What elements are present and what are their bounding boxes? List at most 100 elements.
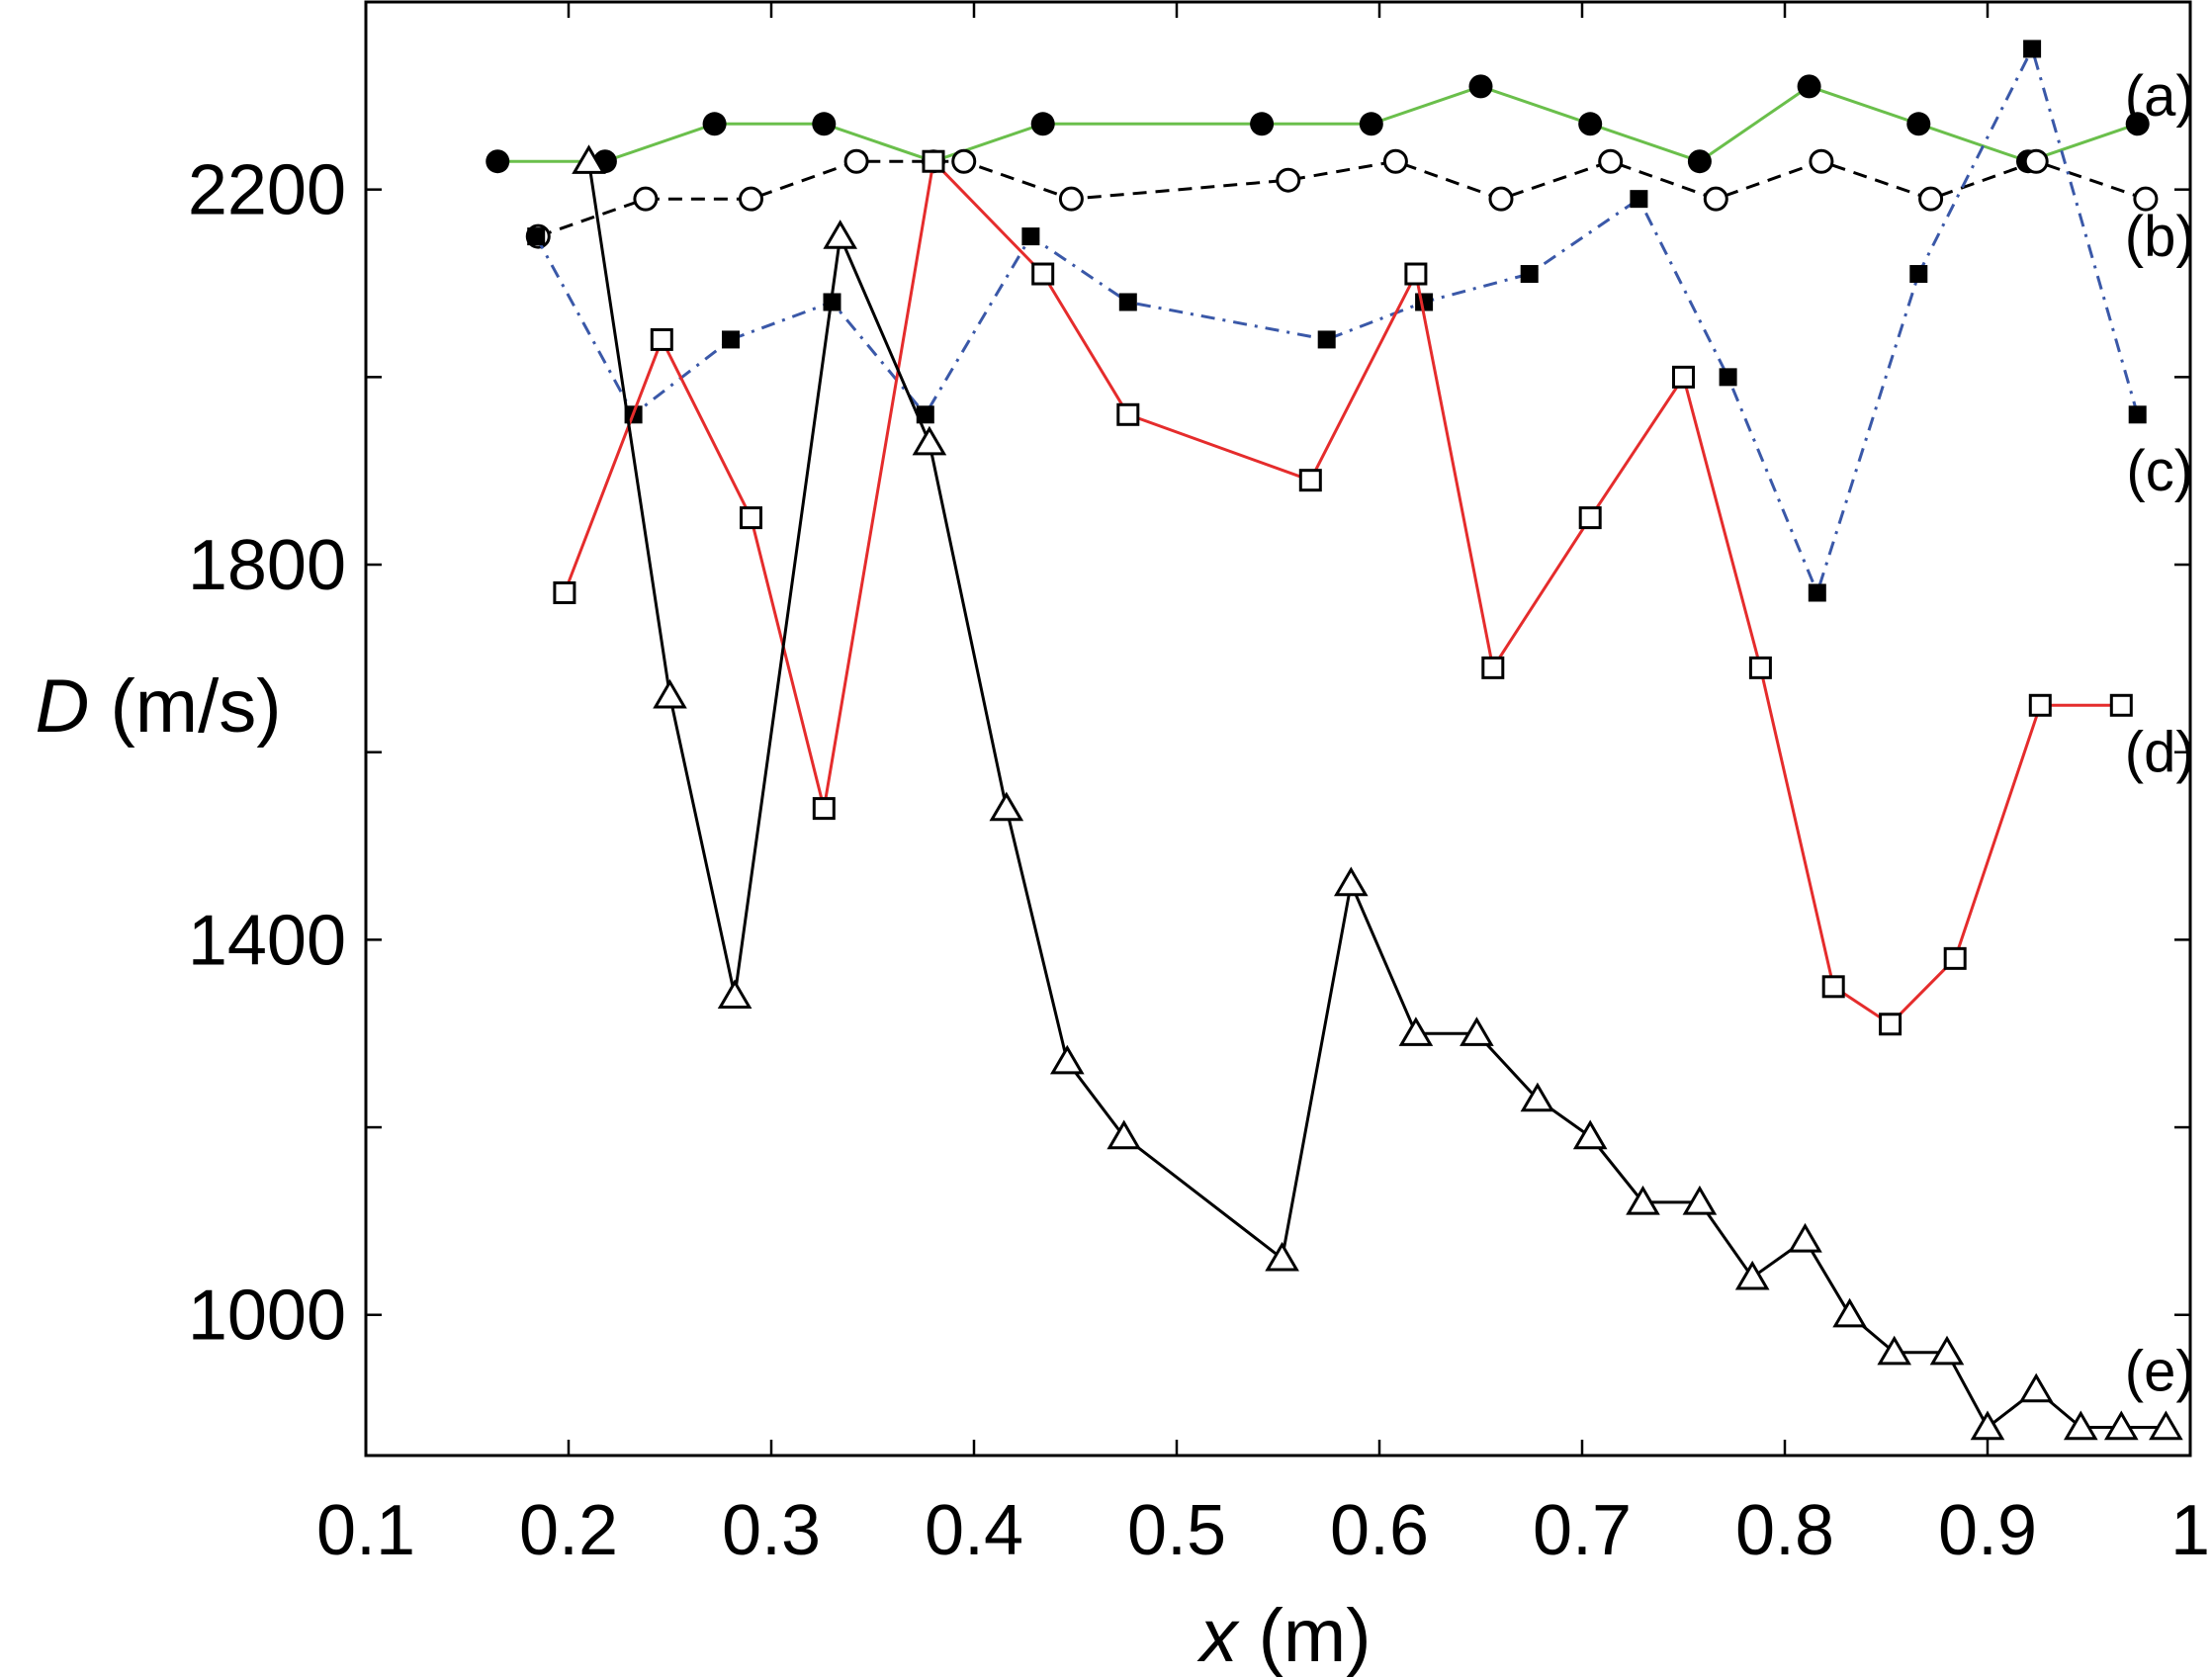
x-tick-label: 0.1 xyxy=(316,1491,415,1570)
data-point xyxy=(2149,1410,2183,1441)
data-point xyxy=(1298,469,1322,492)
data-point xyxy=(527,227,546,246)
data-point xyxy=(1520,265,1539,284)
data-point xyxy=(2103,1410,2139,1441)
data-point xyxy=(2125,112,2150,136)
data-point xyxy=(1719,368,1737,387)
data-point xyxy=(1021,227,1040,246)
data-point xyxy=(1404,262,1428,286)
axis-ticks: 0.1 0.2 0.3 0.4 0.5 0.6 0.7 0.8 0.9 1 1000 1400 1800… xyxy=(188,2,2210,1570)
data-point xyxy=(2109,693,2133,717)
series-labels: (a) (b) (c) (d) (e) xyxy=(2125,64,2195,1404)
x-axis-unit: (m) xyxy=(1237,1594,1371,1678)
series-label: (a) xyxy=(2125,64,2195,129)
data-point xyxy=(2023,40,2042,58)
x-tick-label: 0.6 xyxy=(1330,1491,1429,1570)
data-point xyxy=(1943,946,1967,970)
data-point xyxy=(989,791,1024,822)
data-point xyxy=(1598,148,1624,174)
data-point xyxy=(1398,1016,1434,1046)
data-point xyxy=(1382,148,1408,174)
series-5 xyxy=(572,144,2183,1441)
data-point xyxy=(843,148,869,174)
series-label: (b) xyxy=(2125,205,2195,269)
data-point xyxy=(951,148,977,174)
x-tick-label: 0.5 xyxy=(1127,1491,1226,1570)
series-1 xyxy=(486,74,2150,174)
x-tick-label: 1 xyxy=(2170,1491,2210,1570)
data-point xyxy=(1909,265,1928,284)
data-point xyxy=(912,425,947,456)
data-point xyxy=(1687,149,1712,174)
data-point xyxy=(2063,1410,2098,1441)
x-tick-label: 0.7 xyxy=(1533,1491,1632,1570)
data-point xyxy=(1520,1082,1555,1112)
data-point xyxy=(1797,74,1821,99)
data-point xyxy=(1058,186,1084,212)
y-axis-unit: (m/s) xyxy=(89,664,281,749)
data-point xyxy=(1578,112,1603,136)
data-point xyxy=(553,580,576,604)
data-point xyxy=(1748,656,1772,679)
data-point xyxy=(650,327,673,351)
series-label: (c) xyxy=(2126,439,2193,503)
data-point xyxy=(1276,167,1301,193)
y-tick-label: 1000 xyxy=(188,1277,346,1356)
y-axis-title: D (m/s) xyxy=(35,664,281,749)
data-point xyxy=(1460,1016,1494,1046)
data-point xyxy=(2133,186,2159,212)
data-point xyxy=(1488,186,1514,212)
data-point xyxy=(572,144,606,174)
data-point xyxy=(2023,148,2049,174)
data-point xyxy=(1317,330,1336,349)
data-point xyxy=(1030,112,1055,136)
data-point xyxy=(1809,148,1834,174)
data-point xyxy=(740,506,762,530)
series-label: (e) xyxy=(2125,1340,2195,1404)
data-point xyxy=(702,112,727,136)
data-point xyxy=(823,220,858,249)
x-axis-var: x xyxy=(1195,1594,1240,1678)
data-point xyxy=(1906,112,1931,136)
data-point xyxy=(1468,74,1493,99)
series-layer xyxy=(486,40,2183,1441)
x-axis-title: x (m) xyxy=(1195,1594,1371,1678)
x-tick-label: 0.3 xyxy=(722,1491,821,1570)
data-point xyxy=(1682,1185,1718,1215)
data-point xyxy=(633,186,659,212)
data-point xyxy=(2018,1372,2054,1403)
data-point xyxy=(1630,190,1648,209)
data-point xyxy=(1116,402,1140,426)
series-label: (d) xyxy=(2125,721,2195,785)
data-point xyxy=(1788,1222,1822,1253)
data-point xyxy=(1359,112,1383,136)
plot-frame xyxy=(364,0,2192,1457)
series-2 xyxy=(525,148,2159,249)
data-point xyxy=(916,405,934,424)
data-point xyxy=(812,797,836,821)
data-point xyxy=(653,678,687,709)
x-tick-label: 0.4 xyxy=(925,1491,1023,1570)
x-tick-label: 0.9 xyxy=(1938,1491,2037,1570)
series-3 xyxy=(527,40,2147,602)
data-point xyxy=(1970,1410,2005,1441)
y-tick-label: 1400 xyxy=(188,901,346,980)
y-axis-var: D xyxy=(35,664,89,749)
series-4 xyxy=(553,149,2133,1036)
data-point xyxy=(1808,583,1826,602)
data-point xyxy=(812,112,837,136)
data-point xyxy=(1626,1185,1660,1215)
data-point xyxy=(1734,1260,1770,1290)
data-point xyxy=(1672,365,1695,389)
data-point xyxy=(1333,866,1369,897)
data-point xyxy=(722,330,740,349)
data-point xyxy=(1918,186,1944,212)
data-point xyxy=(739,186,763,212)
series-line xyxy=(537,159,2147,238)
series-line xyxy=(497,84,2139,163)
series-line xyxy=(587,160,2167,1429)
data-point xyxy=(486,149,510,174)
data-point xyxy=(1821,975,1845,999)
data-point xyxy=(1049,1044,1085,1075)
